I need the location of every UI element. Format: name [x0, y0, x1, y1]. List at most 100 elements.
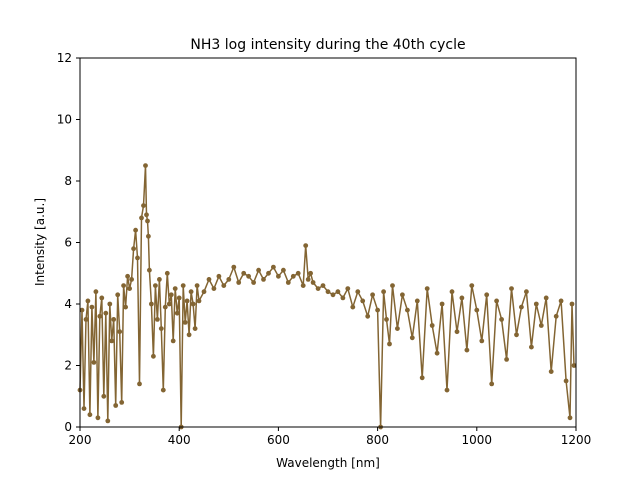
y-tick-label: 6 [64, 236, 72, 250]
y-tick-label: 12 [57, 51, 72, 65]
data-point [409, 335, 415, 341]
data-point [123, 304, 128, 310]
data-point [155, 317, 160, 322]
data-point [137, 381, 142, 387]
x-axis: 200 400 600 800 1000 1200 [69, 427, 592, 447]
y-tick-label: 8 [64, 174, 72, 188]
x-tick-label: 800 [366, 433, 389, 447]
data-point [216, 273, 222, 279]
data-point [170, 338, 176, 344]
data-point [85, 298, 91, 304]
data-point [236, 280, 242, 285]
data-point [429, 323, 435, 328]
data-point [335, 289, 341, 295]
data-point [494, 298, 499, 304]
data-point [519, 304, 524, 310]
data-point [190, 301, 196, 307]
data-point [548, 369, 554, 374]
y-tick-label: 0 [64, 420, 72, 434]
data-point [276, 273, 281, 279]
data-point [395, 326, 400, 331]
data-point [256, 267, 261, 273]
data-point [281, 267, 286, 273]
data-point [129, 277, 135, 282]
data-point [172, 286, 178, 291]
data-point [121, 283, 126, 288]
data-point [325, 289, 331, 295]
data-point [305, 277, 311, 282]
data-point [160, 387, 166, 393]
data-point [146, 233, 151, 239]
data-point [489, 381, 495, 387]
data-point [89, 304, 95, 310]
data-point [79, 307, 85, 313]
data-point [211, 286, 217, 291]
data-point [330, 292, 336, 298]
data-point [141, 203, 146, 209]
data-point [157, 277, 162, 282]
data-point [504, 357, 509, 362]
data-point [569, 301, 575, 307]
data-point [246, 273, 252, 279]
x-axis-label: Wavelength [nm] [276, 456, 380, 470]
data-point [103, 310, 109, 316]
data-point [414, 298, 420, 304]
data-point [285, 280, 291, 285]
data-point [459, 295, 465, 301]
data-point [308, 270, 313, 276]
data-point [192, 326, 198, 331]
data-point [419, 375, 425, 381]
data-point [543, 295, 549, 301]
data-point [524, 289, 529, 295]
data-point [355, 289, 361, 295]
data-point [105, 418, 111, 424]
data-point [567, 415, 573, 421]
data-point [345, 286, 351, 291]
data-point [186, 332, 192, 338]
data-point [182, 320, 188, 325]
data-point [168, 292, 174, 298]
data-point [109, 338, 115, 344]
data-point [340, 295, 346, 301]
data-point [174, 310, 180, 316]
data-point [176, 295, 182, 301]
data-point [147, 267, 152, 273]
data-point [310, 280, 316, 285]
data-point [533, 301, 539, 307]
x-tick-label: 1200 [561, 433, 592, 447]
data-point [449, 289, 455, 295]
chart-title: NH3 log intensity during the 40th cycle [190, 37, 465, 53]
data-point [434, 350, 440, 356]
data-point [390, 283, 395, 288]
data-point [201, 289, 207, 295]
data-point [83, 317, 89, 322]
series-layer [77, 163, 577, 430]
data-point [221, 283, 227, 288]
data-point [405, 307, 410, 313]
data-point [115, 292, 121, 298]
data-point [424, 286, 430, 291]
data-point [144, 212, 149, 218]
data-point [113, 403, 119, 408]
data-point [127, 286, 132, 291]
y-axis: 0 2 4 6 8 10 12 [57, 51, 80, 434]
data-point [241, 270, 247, 276]
series-line [79, 164, 575, 428]
data-point [484, 292, 490, 298]
data-point [266, 270, 271, 276]
data-point [131, 246, 137, 252]
data-point [295, 270, 301, 276]
data-point [290, 273, 296, 279]
y-tick-label: 4 [64, 297, 72, 311]
data-point [360, 298, 366, 304]
data-point [101, 393, 107, 399]
data-point [139, 215, 144, 221]
y-axis-label: Intensity [a.u.] [33, 198, 47, 286]
data-point [499, 317, 504, 322]
data-point [97, 313, 103, 319]
y-tick-label: 2 [64, 359, 72, 373]
y-tick-label: 10 [57, 113, 72, 127]
data-point [194, 283, 200, 288]
data-point [93, 289, 99, 295]
